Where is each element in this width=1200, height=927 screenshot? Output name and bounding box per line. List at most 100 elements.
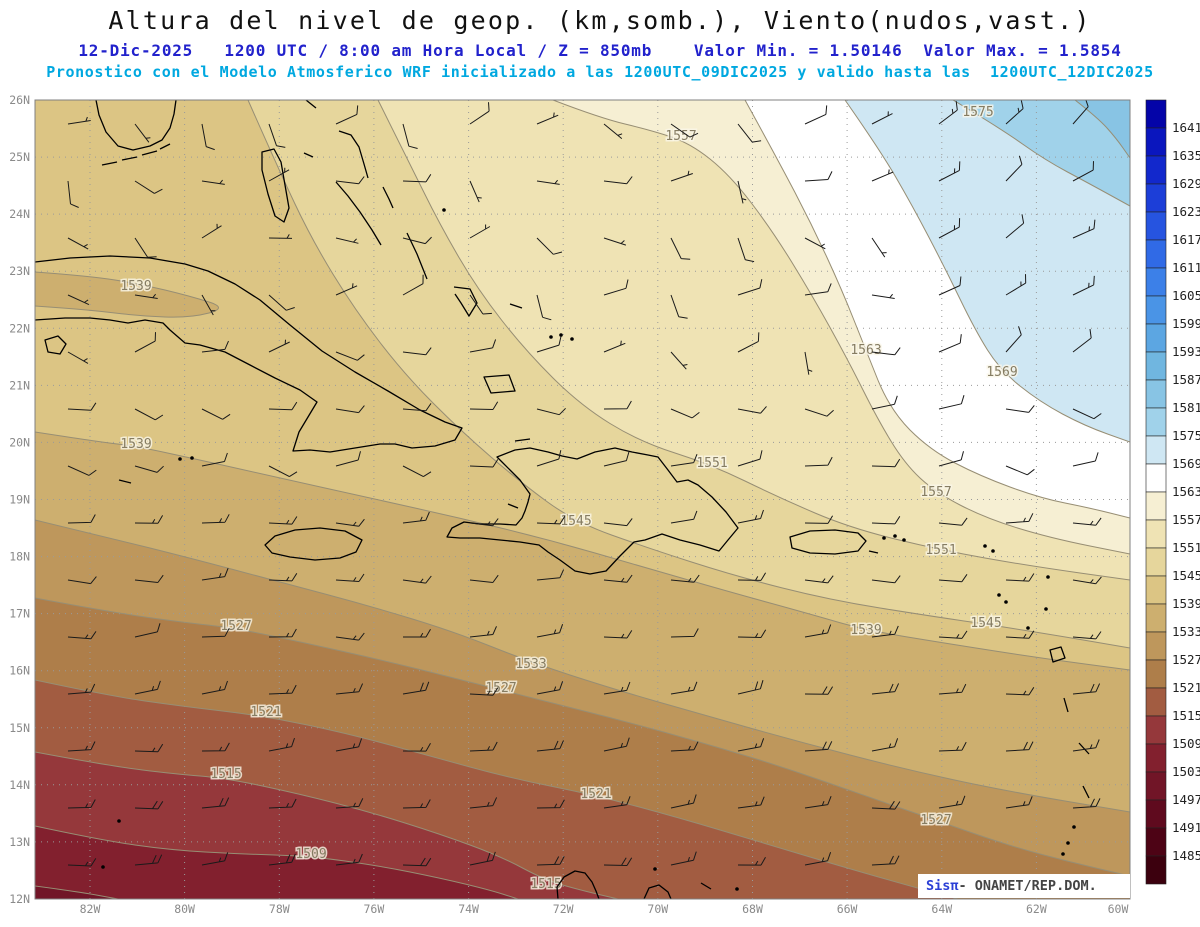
contour-label: 1545 [560, 514, 591, 529]
wind-barb [268, 294, 295, 311]
wind-barb [1005, 796, 1033, 809]
colorbar-cell [1145, 799, 1167, 829]
wind-barb [335, 176, 365, 185]
wind-barb [469, 102, 490, 125]
wind-barb [1005, 155, 1023, 182]
wind-barb [134, 332, 156, 353]
small-island [1066, 841, 1070, 845]
wind-barb [67, 402, 97, 411]
colorbar-cell [1145, 743, 1167, 773]
wind-barb [938, 517, 968, 526]
wind-barb [201, 452, 228, 467]
colorbar-cell [1145, 435, 1167, 465]
wind-barb [402, 174, 432, 183]
colorbar-cell [1145, 547, 1167, 577]
wind-barb [737, 572, 767, 581]
small-island [1044, 607, 1048, 611]
wind-barb [603, 630, 633, 639]
wind-barb [1072, 798, 1101, 809]
lon-label: 66W [837, 902, 858, 916]
wind-barb [603, 574, 633, 583]
colorbar-label: 1593 [1172, 344, 1200, 359]
wind-barb [804, 575, 834, 584]
lon-label: 82W [80, 902, 101, 916]
colorbar-cell [1145, 267, 1167, 297]
watermark-pi-symbol: π [950, 878, 959, 894]
wind-barb [335, 405, 365, 414]
wind-barb [603, 123, 623, 139]
wind-barb [67, 514, 96, 524]
wind-barb [335, 237, 359, 244]
wind-barb [335, 451, 361, 467]
small-island [653, 867, 657, 871]
colorbar-label: 1623 [1172, 204, 1200, 219]
colorbar-cell [1145, 687, 1167, 717]
small-island [442, 208, 446, 212]
colorbar-label: 1605 [1172, 288, 1200, 303]
small-island [991, 549, 995, 553]
colorbar-label: 1641 [1172, 120, 1200, 135]
wind-barb [268, 573, 298, 582]
wind-barb [268, 628, 297, 638]
chart-subtitle-model: Pronostico con el Modelo Atmosferico WRF… [46, 63, 1154, 81]
wind-barb [268, 684, 297, 695]
wind-barb [871, 347, 901, 356]
wind-barb [804, 796, 832, 809]
lon-label: 60W [1108, 902, 1129, 916]
contour-label: 1527 [485, 681, 516, 696]
wind-barb [335, 573, 365, 582]
wind-barb [469, 294, 492, 315]
wind-barb [268, 516, 298, 525]
wind-barb [201, 852, 229, 866]
small-island [1046, 575, 1050, 579]
colorbar-label: 1563 [1172, 484, 1200, 499]
wind-barb [201, 408, 231, 420]
wind-barb [804, 741, 833, 752]
lon-label: 70W [647, 902, 668, 916]
contour-label: 1527 [220, 619, 251, 634]
contour-label: 1575 [962, 105, 993, 120]
small-island [1072, 825, 1076, 829]
wind-barb [134, 680, 161, 695]
wind-barb [804, 624, 832, 638]
wind-barb [335, 632, 365, 641]
wind-barb [469, 797, 498, 809]
lon-label: 80W [174, 902, 195, 916]
small-island [1026, 626, 1030, 630]
wind-barb [938, 795, 966, 809]
wind-barb [469, 180, 482, 203]
contour-label: 1545 [970, 616, 1001, 631]
colorbar-cell [1145, 519, 1167, 549]
wind-barb [402, 347, 432, 356]
wind-barb [335, 518, 365, 527]
chart-subtitle-datetime: 12-Dic-2025 1200 UTC / 8:00 am Hora Loca… [78, 41, 1122, 60]
graticule-grid [35, 100, 1130, 899]
coastlines [35, 100, 1090, 899]
wind-barb [871, 575, 901, 584]
watermark: Sisπ- ONAMET/REP.DOM. [918, 874, 1130, 898]
wind-barb [469, 401, 499, 410]
wind-barb [201, 797, 230, 809]
wind-barb [134, 743, 164, 753]
lon-axis: 82W 80W 78W 76W 74W 72W 70W 68W 66W 64W 62W 60W [80, 902, 1129, 916]
wind-barb [670, 510, 698, 524]
wind-barb [536, 179, 560, 185]
colorbar-label: 1557 [1172, 512, 1200, 527]
colorbar-cell [1145, 323, 1167, 353]
wind-barb [938, 574, 968, 583]
wind-barb [402, 799, 431, 809]
colorbar-cell [1145, 239, 1167, 269]
wind-barb [603, 681, 631, 695]
wind-barb [536, 112, 559, 125]
wind-barb [804, 283, 832, 296]
wind-barb [469, 851, 496, 866]
wind-barb [67, 465, 97, 476]
lat-label: 24N [9, 207, 30, 221]
colorbar-label: 1515 [1172, 708, 1200, 723]
lon-label: 72W [553, 902, 574, 916]
wind-barb [938, 630, 968, 639]
contour-label: 1521 [580, 787, 611, 802]
wind-barb [134, 854, 163, 866]
